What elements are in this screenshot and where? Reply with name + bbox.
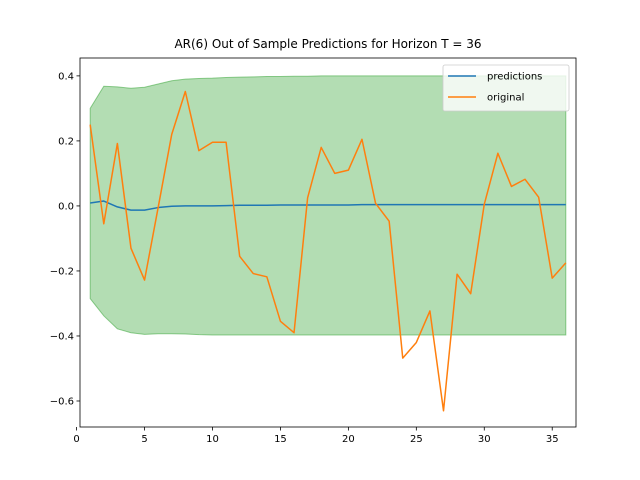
y-tick-label: −0.4 <box>50 331 74 342</box>
y-tick-label: 0.2 <box>58 136 74 147</box>
legend-original-label: original <box>487 93 524 104</box>
x-tick-label: 35 <box>546 434 559 445</box>
y-tick-label: 0.4 <box>58 71 74 82</box>
y-tick-label: −0.2 <box>50 266 74 277</box>
chart-title: AR(6) Out of Sample Predictions for Hori… <box>174 37 481 51</box>
y-tick-label: 0.0 <box>58 201 74 212</box>
x-tick-label: 30 <box>478 434 491 445</box>
x-tick-label: 15 <box>274 434 287 445</box>
x-tick-label: 25 <box>410 434 423 445</box>
legend-predictions-label: predictions <box>487 72 542 83</box>
axes-frame <box>79 57 577 428</box>
x-tick-label: 0 <box>73 434 79 445</box>
x-tick-label: 5 <box>141 434 147 445</box>
x-tick-label: 20 <box>342 434 355 445</box>
legend: predictions original <box>442 64 570 112</box>
y-tick-label: −0.6 <box>50 396 74 407</box>
predictions-line <box>90 200 566 211</box>
x-axis: 0 5 10 15 20 25 30 35 <box>73 427 559 445</box>
plot-area <box>89 75 567 412</box>
y-axis: −0.6 −0.4 −0.2 0.0 0.2 0.4 <box>50 71 80 407</box>
x-tick-label: 10 <box>206 434 219 445</box>
original-line <box>89 90 567 412</box>
